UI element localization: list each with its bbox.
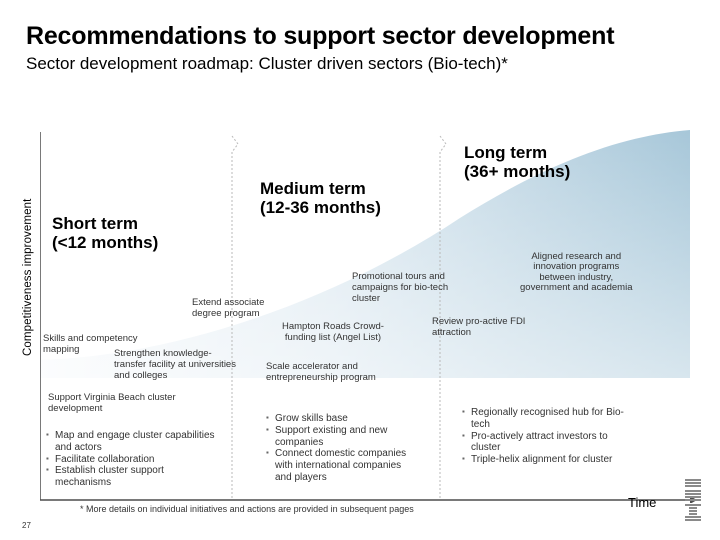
list-item-line: cluster bbox=[471, 442, 501, 454]
initiative-hampton-roads: Hampton Roads Crowd- funding list (Angel… bbox=[282, 321, 384, 344]
initiative-line: and colleges bbox=[114, 369, 168, 381]
list-item-line: Pro-actively attract investors to bbox=[471, 430, 608, 442]
summary-short-heading: Support Virginia Beach cluster developme… bbox=[48, 392, 176, 415]
initiative-line: degree program bbox=[192, 307, 260, 319]
growth-band-fade bbox=[40, 130, 690, 378]
list-item-line: Triple-helix alignment for cluster bbox=[471, 454, 613, 466]
list-item-line: Establish cluster support bbox=[55, 465, 164, 477]
summary-heading-line: Support Virginia Beach cluster bbox=[48, 392, 176, 403]
initiative-line: Review pro-active FDI bbox=[432, 316, 526, 327]
summary-heading-line: development bbox=[48, 402, 103, 414]
phase-long-term-line1: Long term bbox=[464, 143, 548, 162]
initiative-line: Promotional tours and bbox=[352, 271, 445, 282]
phase-short-term: Short term (<12 months) bbox=[52, 214, 159, 252]
initiative-line: cluster bbox=[352, 292, 380, 304]
list-item-line: tech bbox=[471, 418, 490, 430]
phase-medium-term-line2: (12-36 months) bbox=[260, 197, 381, 217]
list-item: Triple-helix alignment for cluster bbox=[462, 454, 624, 466]
list-item-line: and actors bbox=[55, 441, 102, 453]
initiative-skills-mapping: Skills and competency mapping bbox=[43, 333, 138, 356]
phase-medium-term: Medium term (12-36 months) bbox=[260, 179, 381, 217]
initiative-line: funding list (Angel List) bbox=[284, 331, 381, 343]
phase-short-term-line2: (<12 months) bbox=[52, 232, 159, 252]
list-item: Facilitate collaboration bbox=[46, 454, 215, 466]
initiative-line: transfer facility at universities bbox=[114, 358, 236, 370]
list-item-line: Connect domestic companies bbox=[275, 448, 407, 460]
initiative-aligned-research: Aligned research and innovation programs… bbox=[520, 251, 633, 293]
list-item-line: Facilitate collaboration bbox=[55, 453, 155, 465]
initiative-line: attraction bbox=[432, 326, 472, 338]
phase-divider-2 bbox=[439, 135, 447, 498]
list-item-line: mechanisms bbox=[55, 477, 112, 489]
initiative-line: between industry, bbox=[539, 271, 614, 283]
list-item-line: Support existing and new bbox=[275, 424, 388, 436]
initiative-line: innovation programs bbox=[533, 261, 620, 273]
list-item-line: Regionally recognised hub for Bio- bbox=[471, 407, 624, 418]
initiative-extend-associate: Extend associate degree program bbox=[192, 297, 265, 320]
initiative-line: entrepreneurship program bbox=[266, 371, 376, 383]
initiative-promotional-tours: Promotional tours and campaigns for bio-… bbox=[352, 271, 449, 305]
initiative-scale-accelerator: Scale accelerator and entrepreneurship p… bbox=[266, 361, 376, 384]
phase-long-term: Long term (36+ months) bbox=[464, 143, 571, 181]
initiative-review-fdi: Review pro-active FDI attraction bbox=[432, 316, 526, 339]
initiative-line: government and academia bbox=[520, 281, 633, 293]
page-title: Recommendations to support sector develo… bbox=[26, 22, 615, 50]
initiative-line: Strengthen knowledge- bbox=[114, 348, 212, 359]
initiative-line: Scale accelerator and bbox=[266, 361, 358, 372]
initiative-line: Aligned research and bbox=[531, 251, 622, 262]
x-axis-label: Time bbox=[628, 495, 657, 510]
initiative-line: Extend associate bbox=[192, 297, 265, 308]
initiative-line: Hampton Roads Crowd- bbox=[282, 321, 384, 332]
list-item: Grow skills base bbox=[266, 413, 406, 425]
list-item-line: Grow skills base bbox=[275, 413, 348, 424]
phase-long-term-line2: (36+ months) bbox=[464, 161, 571, 181]
page-number: 27 bbox=[22, 521, 31, 530]
phase-medium-term-line1: Medium term bbox=[260, 179, 366, 198]
initiative-line: mapping bbox=[43, 343, 80, 355]
page-subtitle: Sector development roadmap: Cluster driv… bbox=[26, 54, 508, 73]
summary-medium-list: Grow skills base Support existing and ne… bbox=[266, 413, 406, 484]
initiative-strengthen-transfer: Strengthen knowledge- transfer facility … bbox=[114, 348, 236, 382]
phase-short-term-line1: Short term bbox=[52, 214, 138, 233]
list-item-line: with international companies bbox=[275, 460, 402, 472]
list-item-line: companies bbox=[275, 436, 324, 448]
list-item-line: Map and engage cluster capabilities bbox=[55, 430, 215, 441]
list-item-line: and players bbox=[275, 471, 327, 483]
roadmap-chart bbox=[40, 130, 697, 503]
phase-divider-1 bbox=[231, 135, 239, 498]
footnote: * More details on individual initiatives… bbox=[80, 504, 414, 514]
summary-long-list: Regionally recognised hub for Bio-tech P… bbox=[462, 407, 624, 466]
ibm-logo-icon bbox=[685, 479, 701, 521]
initiative-line: Skills and competency bbox=[43, 333, 138, 344]
initiative-line: campaigns for bio-tech bbox=[352, 281, 449, 293]
y-axis-label: Competitiveness improvement bbox=[22, 198, 34, 356]
list-item: Regionally recognised hub for Bio-tech bbox=[462, 407, 624, 431]
